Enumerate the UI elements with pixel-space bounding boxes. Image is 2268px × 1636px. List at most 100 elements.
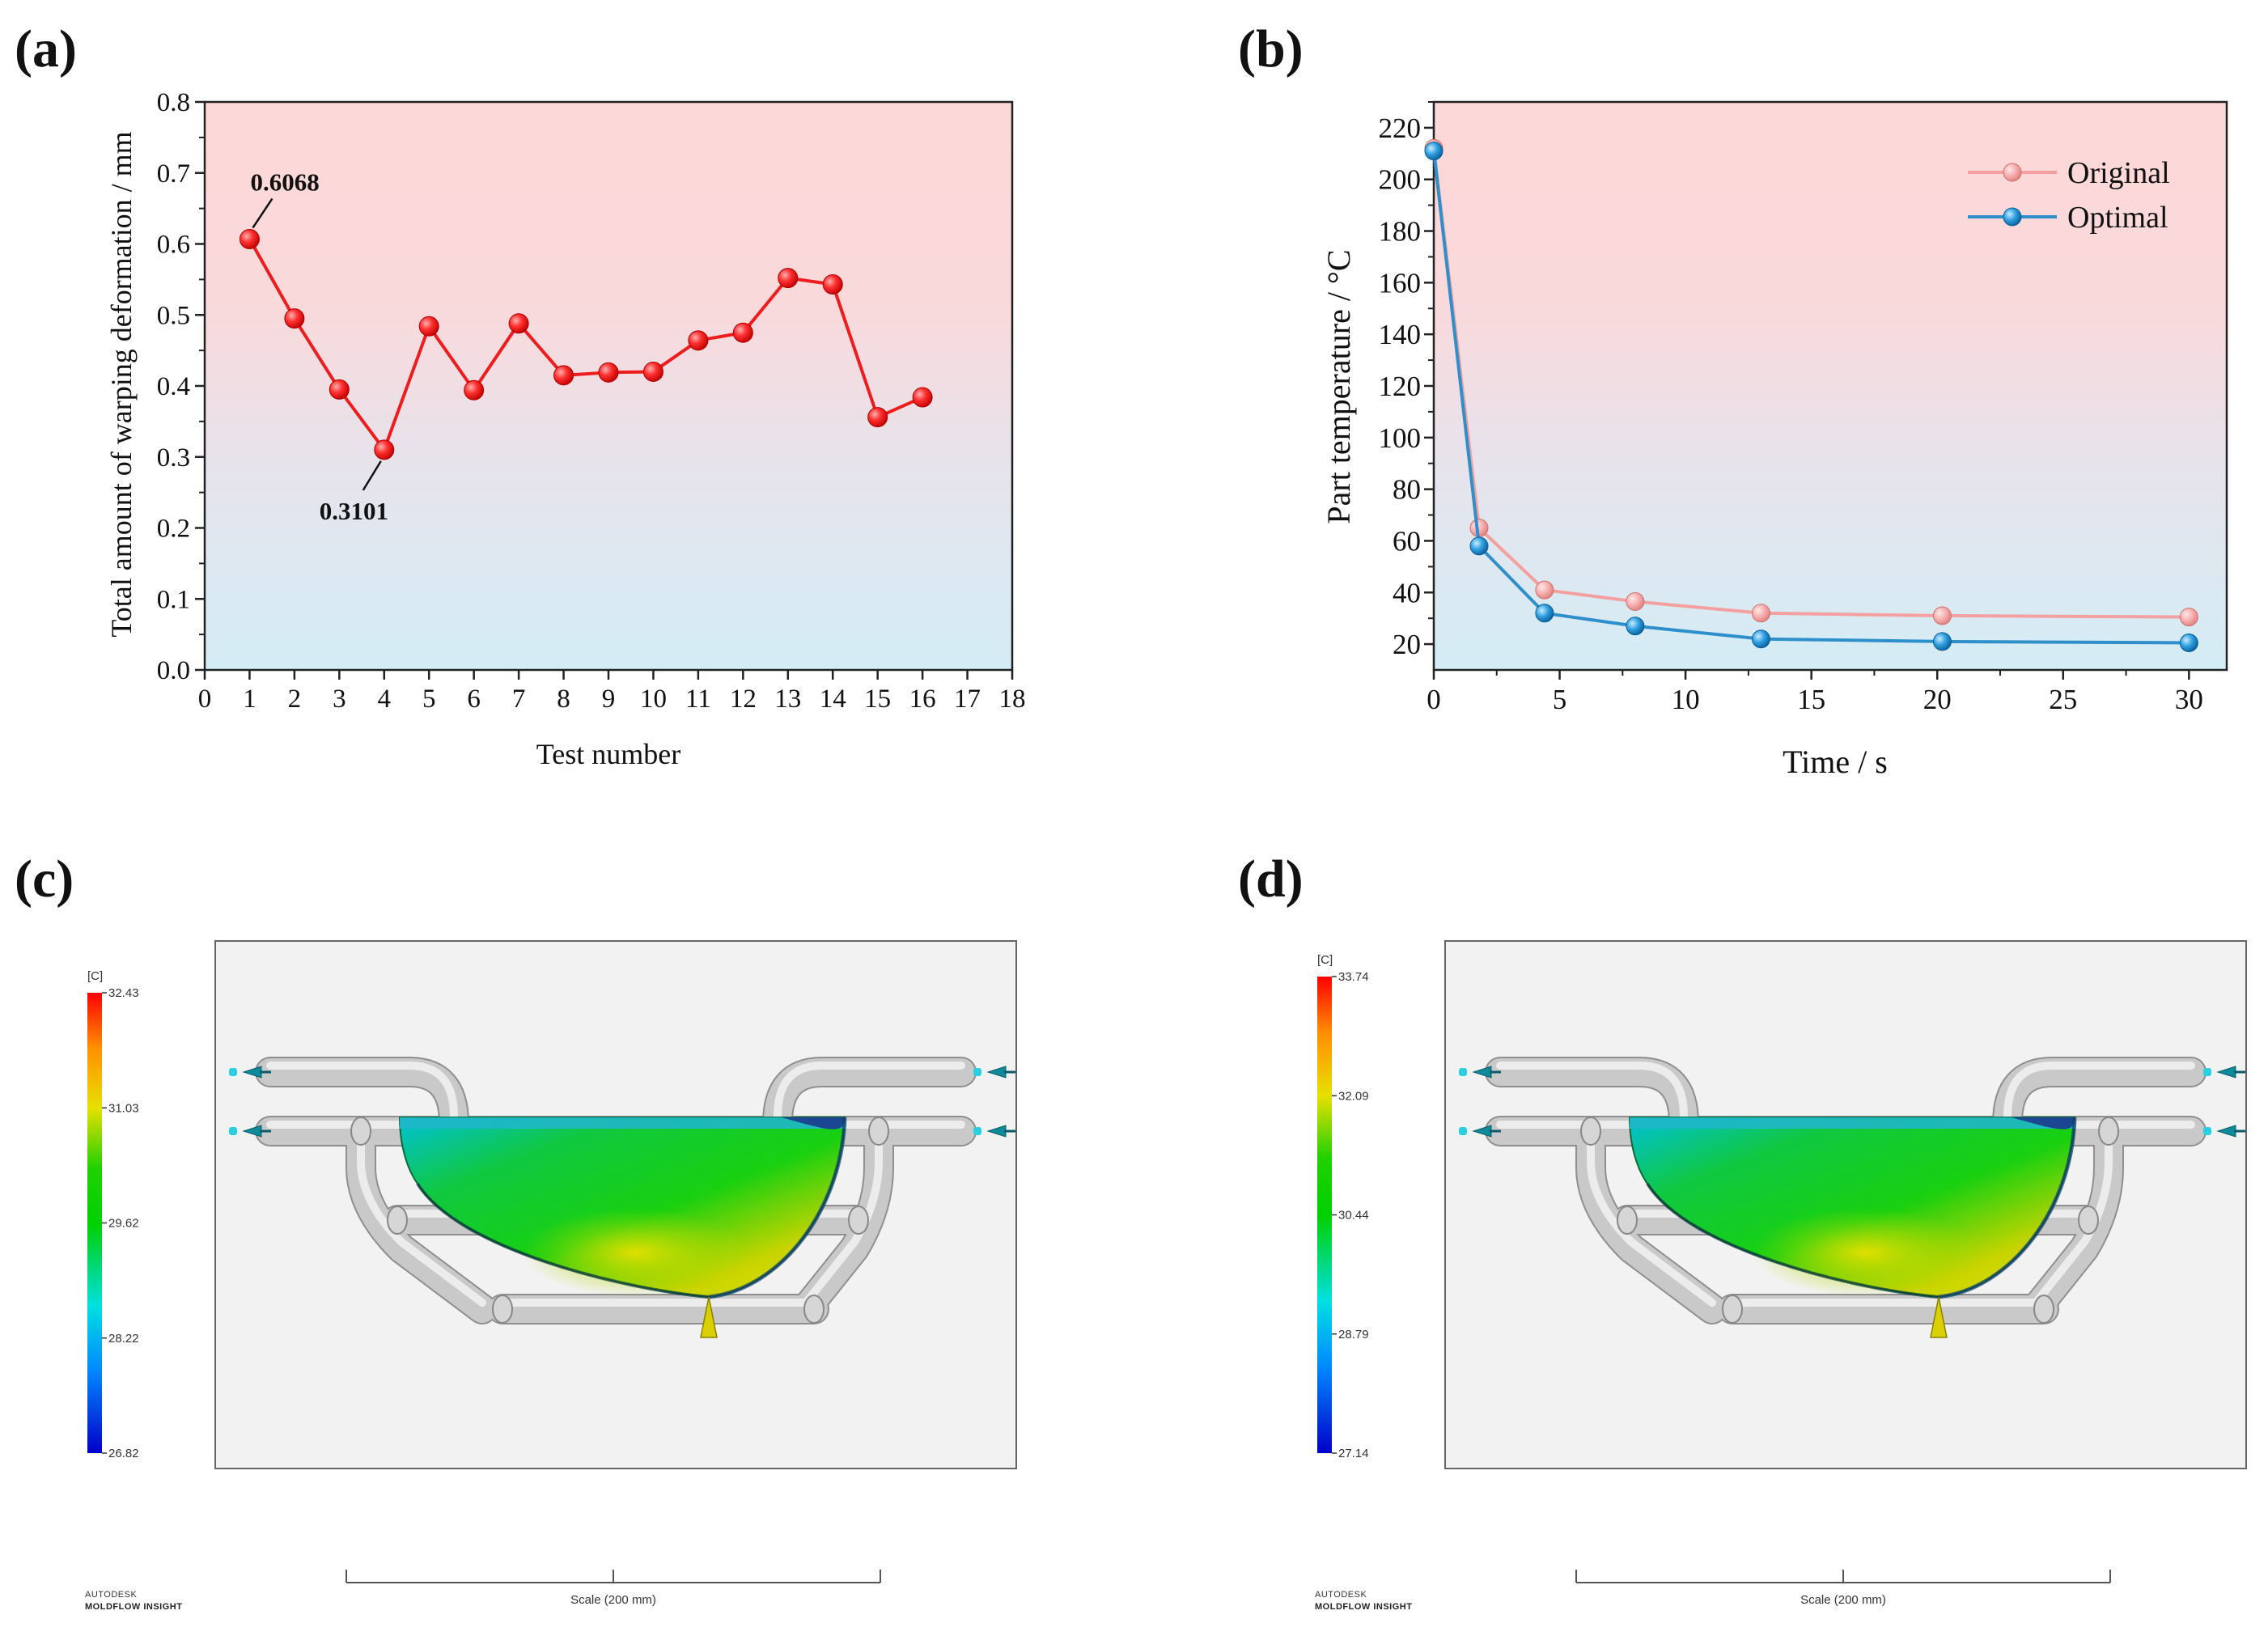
flow-marker <box>1459 1068 1467 1076</box>
part-rim <box>400 1117 845 1129</box>
injection-gate <box>1930 1296 1948 1338</box>
cooling-pipe-highlight <box>774 1062 965 1121</box>
x-tick-label: 18 <box>999 684 1026 714</box>
legend-label: Optimal <box>2067 201 2168 235</box>
data-point <box>553 365 574 386</box>
y-tick-label: 200 <box>1379 164 1422 196</box>
chart-b-y-axis: 20 40 60 80 100 120 140 160 180 200 220 <box>1379 101 1434 660</box>
y-tick-label: 40 <box>1393 577 1421 608</box>
data-point-original <box>1626 591 1645 611</box>
chart-a-y-axis-label: Total amount of warping deformation / mm <box>105 131 138 637</box>
data-point <box>239 229 260 250</box>
brand-line-1: AUTODESK <box>85 1590 137 1600</box>
data-point <box>598 362 619 383</box>
pipe-end-cap <box>868 1117 889 1146</box>
x-tick-label: 0 <box>198 684 212 714</box>
colorbar-label: 32.09 <box>1338 1089 1369 1103</box>
x-tick-label: 17 <box>954 684 981 714</box>
flow-marker <box>2203 1127 2211 1135</box>
y-tick-label: 100 <box>1379 422 1422 454</box>
colorbar-unit: [C] <box>1317 953 1333 967</box>
colorbar-label: 31.03 <box>108 1101 139 1115</box>
cooling-pipe-highlight <box>802 1125 883 1307</box>
pipe-end-cap <box>803 1295 825 1324</box>
x-tick-label: 30 <box>2175 684 2203 715</box>
colorbar-label: 29.62 <box>108 1217 139 1231</box>
data-point <box>418 316 439 337</box>
part-edge <box>1938 1117 2077 1299</box>
panel-label-c: (c) <box>15 850 74 909</box>
part-cold-corner <box>2012 1117 2075 1130</box>
x-tick-label: 5 <box>1553 684 1567 715</box>
y-tick-label: 20 <box>1393 629 1421 660</box>
pipe-end-cap <box>2033 1295 2054 1324</box>
series-line <box>248 238 923 451</box>
y-tick-label: 220 <box>1379 112 1422 144</box>
flow-marker <box>229 1127 237 1135</box>
chart-b-legend: Original Optimal <box>1968 156 2170 235</box>
annotation-label: 0.3101 <box>320 497 388 525</box>
x-tick-label: 9 <box>602 684 616 714</box>
colorbar-label: 28.22 <box>108 1332 139 1346</box>
y-tick-label: 0.1 <box>157 585 190 614</box>
x-tick-label: 14 <box>820 684 846 714</box>
data-point-original <box>1932 606 1952 625</box>
chart-b: 20 40 60 80 100 120 140 160 180 200 220 0 5 10 15 20 25… <box>1321 100 2228 780</box>
colorbar-label: 27.14 <box>1338 1447 1369 1460</box>
data-point-optimal <box>1469 536 1489 556</box>
data-point <box>912 387 933 408</box>
pipe-end-cap <box>1580 1117 1601 1146</box>
annotation-leader <box>252 197 273 229</box>
data-point-original <box>1535 580 1554 600</box>
chart-a-series <box>239 229 933 460</box>
data-point <box>329 379 350 400</box>
chart-a-x-axis-label: Test number <box>536 738 680 770</box>
annotation-leader <box>362 460 382 491</box>
x-tick-label: 1 <box>243 684 256 714</box>
scale-bar-label: Scale (200 mm) <box>1800 1593 1886 1607</box>
legend-label: Original <box>2067 156 2170 190</box>
flow-marker <box>229 1068 237 1076</box>
flow-marker <box>973 1127 981 1135</box>
pipe-end-cap <box>2078 1206 2099 1235</box>
chart-a-plot-area <box>203 100 1014 672</box>
x-tick-label: 4 <box>378 684 392 714</box>
colorbar <box>1317 977 1332 1453</box>
data-point <box>688 330 709 351</box>
cooling-pipe-highlight <box>1496 1062 1688 1121</box>
y-tick-label: 0.6 <box>157 231 190 260</box>
y-tick-label: 0.0 <box>157 656 190 685</box>
part-edge <box>708 1117 847 1299</box>
y-tick-label: 180 <box>1379 216 1422 248</box>
colorbar-unit: [C] <box>87 969 103 983</box>
hot-spot <box>1753 1208 1979 1297</box>
data-point <box>867 407 888 428</box>
panel-label-d: (d) <box>1238 850 1304 909</box>
y-tick-label: 0.5 <box>157 301 190 330</box>
x-tick-label: 0 <box>1427 684 1441 715</box>
y-tick-label: 140 <box>1379 319 1422 350</box>
injection-gate <box>700 1296 718 1338</box>
pipe-end-cap <box>1617 1206 1638 1235</box>
flow-marker <box>973 1068 981 1076</box>
chart-b-plot-area <box>1432 100 2228 672</box>
part-cold-corner <box>782 1117 845 1130</box>
data-point-original <box>2179 608 2198 627</box>
legend-marker <box>2003 207 2022 227</box>
legend-marker <box>2003 163 2022 182</box>
data-point-optimal <box>1626 617 1645 636</box>
flow-marker <box>2203 1068 2211 1076</box>
x-tick-label: 25 <box>2049 684 2077 715</box>
part-rim <box>1630 1117 2075 1129</box>
cooling-pipe-highlight <box>357 1125 486 1307</box>
pipe-end-cap <box>350 1117 371 1146</box>
colorbar-label: 33.74 <box>1338 970 1369 984</box>
pipe-end-cap <box>2098 1117 2119 1146</box>
chart-a: 0.00.10.20.30.40.50.60.70.8 0 1 2 3 4 5 6 7 8 9 10… <box>105 88 1026 770</box>
colorbar-label: 28.79 <box>1338 1328 1369 1341</box>
data-point-optimal <box>2179 633 2198 652</box>
annotation-label: 0.6068 <box>250 168 319 197</box>
chart-b-x-axis: 0 5 10 15 20 25 30 <box>1427 670 2203 715</box>
chart-a-y-axis: 0.0 0.1 0.2 0.3 0.4 0.5 0.6 0.7 0.8 <box>157 88 205 685</box>
x-tick-label: 10 <box>1672 684 1700 715</box>
